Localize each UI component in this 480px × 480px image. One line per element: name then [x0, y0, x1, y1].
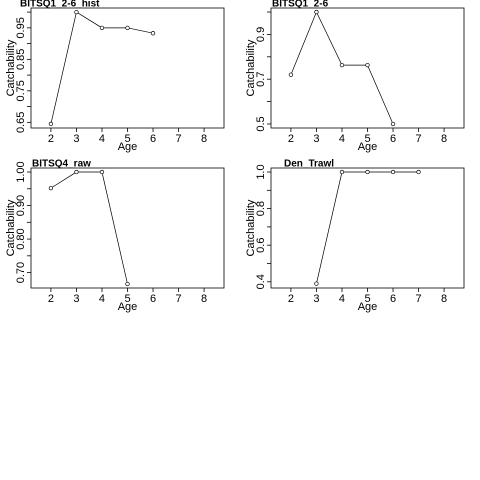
x-tick-label: 4	[99, 293, 105, 305]
point	[74, 169, 79, 175]
series-line	[50, 171, 128, 285]
x-tick-label: 6	[390, 293, 396, 305]
point	[125, 25, 130, 30]
point	[314, 9, 319, 15]
x-tick-label: 7	[175, 293, 181, 305]
x-tick-label: 4	[99, 133, 105, 145]
y-tick-label: 0.65	[15, 112, 27, 133]
x-tick-label: 5	[364, 133, 370, 145]
y-tick-label: 0.9	[255, 27, 267, 42]
point	[99, 169, 105, 175]
x-tick-label: 2	[48, 133, 54, 145]
point	[339, 169, 345, 175]
plot-box	[30, 167, 225, 289]
panel-title: BITSQ1_2-6	[272, 0, 329, 10]
x-tick-label: 3	[73, 293, 79, 305]
x-tick-label: 6	[150, 133, 156, 145]
x-tick-label: 4	[339, 293, 345, 305]
x-tick-label: 8	[201, 293, 207, 305]
point	[314, 281, 319, 286]
plot-box	[270, 167, 465, 289]
y-tick-label: 0.8	[255, 201, 267, 216]
panel: BITSQ1_2-6 2 3 4 5 6 7 8 Age Catchability 0.5 0.7 0.…	[245, 0, 465, 153]
x-tick-label: 2	[288, 293, 294, 305]
x-tick-label: 5	[364, 293, 370, 305]
point	[99, 25, 105, 30]
x-tick-label: 7	[415, 133, 421, 145]
point	[74, 9, 79, 15]
point	[48, 185, 54, 191]
x-tick-label: 3	[73, 133, 79, 145]
y-axis-label: Catchability	[5, 199, 17, 256]
y-tick-label: 0.80	[15, 228, 27, 249]
y-axis-label: Catchability	[245, 39, 257, 96]
panel: BITSQ1_2-6_hist 2 3 4 5 6 7 8 Age Catchability 0.6…	[5, 0, 225, 153]
x-axis-label: Age	[118, 141, 138, 153]
point	[390, 121, 396, 127]
x-tick-label: 6	[150, 293, 156, 305]
x-tick-label: 3	[313, 293, 319, 305]
panel: BITSQ4_raw 2 3 4 5 6 7 8 Age Catchability 0.70 0.80…	[5, 159, 225, 313]
panel-title: BITSQ1_2-6_hist	[20, 0, 100, 10]
x-tick-label: 4	[339, 133, 345, 145]
x-tick-label: 5	[124, 133, 130, 145]
y-tick-label: 0.5	[255, 116, 267, 131]
x-tick-label: 5	[124, 293, 130, 305]
x-tick-label: 8	[441, 133, 447, 145]
x-axis-label: Age	[118, 301, 138, 313]
x-tick-label: 7	[175, 133, 181, 145]
x-axis-label: Age	[358, 141, 378, 153]
point	[125, 281, 130, 287]
y-axis-label: Catchability	[245, 199, 257, 256]
series-line	[316, 171, 419, 284]
point	[416, 169, 421, 175]
x-tick-label: 8	[201, 133, 207, 145]
x-tick-label: 6	[390, 133, 396, 145]
y-tick-label: 0.95	[15, 17, 27, 38]
y-tick-label: 0.85	[15, 49, 27, 70]
point	[288, 72, 294, 77]
y-tick-label: 0.90	[15, 195, 27, 216]
plot-box	[270, 7, 465, 129]
y-tick-label: 0.75	[15, 80, 27, 101]
y-tick-label: 0.4	[255, 274, 267, 289]
x-axis-label: Age	[358, 301, 378, 313]
point	[365, 62, 370, 68]
y-tick-label: 0.6	[255, 238, 267, 253]
panel-title: BITSQ4_raw	[32, 159, 91, 170]
series-line	[290, 11, 394, 125]
x-tick-label: 7	[415, 293, 421, 305]
panel-title: Den_Trawl	[284, 159, 334, 170]
y-tick-label: 1.0	[255, 164, 267, 179]
x-tick-label: 2	[48, 293, 54, 305]
y-tick-label: 1.00	[15, 161, 27, 182]
point	[339, 62, 345, 68]
x-tick-label: 8	[441, 293, 447, 305]
y-tick-label: 0.70	[15, 262, 27, 283]
point	[150, 31, 156, 36]
y-axis-label: Catchability	[5, 39, 17, 96]
x-tick-label: 3	[313, 133, 319, 145]
point	[390, 169, 396, 175]
x-tick-label: 2	[288, 133, 294, 145]
point	[365, 169, 370, 175]
y-tick-label: 0.7	[255, 72, 267, 87]
panel: Den_Trawl 2 3 4 5 6 7 8 Age Catchability 0.4 0.6 0.8…	[245, 159, 465, 313]
point	[48, 121, 54, 127]
